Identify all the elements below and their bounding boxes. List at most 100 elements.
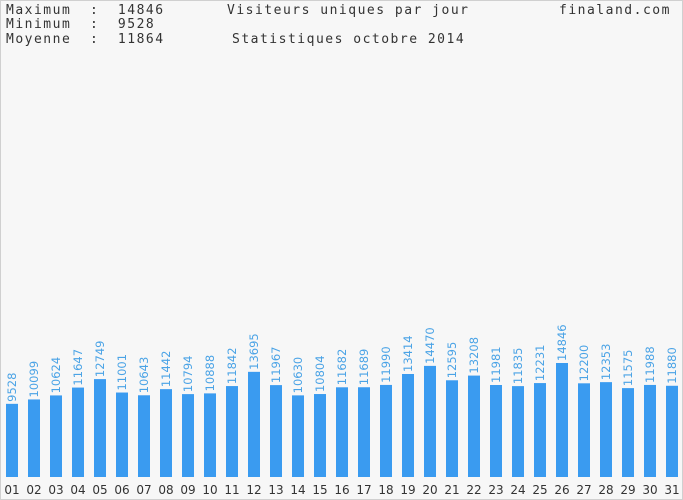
- x-tick-label-27: 27: [576, 483, 591, 497]
- bar-07: [138, 395, 150, 477]
- value-label-31: 11880: [665, 347, 679, 384]
- value-label-17: 11689: [357, 349, 371, 386]
- x-tick-label-19: 19: [400, 483, 415, 497]
- x-tick-label-28: 28: [598, 483, 613, 497]
- value-label-22: 13208: [467, 337, 481, 374]
- bar-27: [578, 383, 590, 477]
- x-tick-label-08: 08: [158, 483, 173, 497]
- x-tick-label-31: 31: [664, 483, 679, 497]
- value-label-23: 11981: [489, 346, 503, 383]
- bar-02: [28, 399, 40, 477]
- bar-08: [160, 389, 172, 477]
- bar-04: [72, 387, 84, 477]
- bar-10: [204, 393, 216, 477]
- x-tick-label-24: 24: [510, 483, 525, 497]
- x-tick-label-25: 25: [532, 483, 547, 497]
- bar-16: [336, 387, 348, 477]
- value-label-19: 13414: [401, 335, 415, 372]
- value-label-11: 11842: [225, 347, 239, 384]
- value-label-08: 11442: [159, 351, 173, 388]
- bar-25: [534, 383, 546, 477]
- bar-11: [226, 386, 238, 477]
- x-tick-label-07: 07: [136, 483, 151, 497]
- value-label-02: 10099: [27, 361, 41, 398]
- x-tick-label-12: 12: [246, 483, 261, 497]
- x-tick-label-29: 29: [620, 483, 635, 497]
- bar-26: [556, 363, 568, 477]
- x-tick-label-02: 02: [26, 483, 41, 497]
- value-label-26: 14846: [555, 324, 569, 361]
- value-label-16: 11682: [335, 349, 349, 386]
- value-label-18: 11990: [379, 346, 393, 383]
- bar-13: [270, 385, 282, 477]
- value-label-20: 14470: [423, 327, 437, 364]
- bar-23: [490, 384, 502, 477]
- x-tick-label-22: 22: [466, 483, 481, 497]
- x-tick-label-23: 23: [488, 483, 503, 497]
- bar-20: [424, 365, 436, 477]
- bar-30: [644, 384, 656, 477]
- bar-18: [380, 384, 392, 477]
- value-label-01: 9528: [5, 373, 19, 402]
- bar-22: [468, 375, 480, 477]
- x-tick-label-18: 18: [378, 483, 393, 497]
- bar-12: [248, 371, 260, 477]
- bar-17: [358, 387, 370, 477]
- bar-24: [512, 386, 524, 477]
- bar-31: [666, 385, 678, 477]
- value-label-24: 11835: [511, 348, 525, 385]
- value-label-27: 12200: [577, 345, 591, 382]
- value-label-30: 11988: [643, 346, 657, 383]
- x-tick-label-06: 06: [114, 483, 129, 497]
- x-tick-label-01: 01: [4, 483, 19, 497]
- x-tick-label-03: 03: [48, 483, 63, 497]
- bar-06: [116, 392, 128, 477]
- value-label-03: 10624: [49, 357, 63, 394]
- max-stat: Maximum : 14846: [6, 3, 165, 18]
- chart-subtitle: Statistiques octobre 2014: [232, 32, 466, 47]
- value-label-15: 10804: [313, 355, 327, 392]
- min-stat: Minimum : 9528: [6, 17, 156, 32]
- x-tick-label-04: 04: [70, 483, 85, 497]
- x-tick-label-11: 11: [224, 483, 239, 497]
- bar-14: [292, 395, 304, 477]
- x-tick-label-15: 15: [312, 483, 327, 497]
- value-label-14: 10630: [291, 357, 305, 394]
- x-tick-label-09: 09: [180, 483, 195, 497]
- bar-01: [6, 403, 18, 477]
- value-label-06: 11001: [115, 354, 129, 391]
- x-tick-label-26: 26: [554, 483, 569, 497]
- x-tick-label-20: 20: [422, 483, 437, 497]
- site-name: finaland.com: [559, 3, 671, 18]
- x-tick-label-13: 13: [268, 483, 283, 497]
- value-label-04: 11647: [71, 349, 85, 386]
- bar-21: [446, 380, 458, 477]
- bar-09: [182, 394, 194, 477]
- x-tick-label-16: 16: [334, 483, 349, 497]
- bar-28: [600, 382, 612, 477]
- x-tick-label-17: 17: [356, 483, 371, 497]
- value-label-12: 13695: [247, 333, 261, 370]
- value-label-29: 11575: [621, 350, 635, 387]
- bar-05: [94, 379, 106, 477]
- x-tick-label-14: 14: [290, 483, 305, 497]
- value-label-09: 10794: [181, 356, 195, 393]
- x-tick-label-10: 10: [202, 483, 217, 497]
- value-label-13: 11967: [269, 347, 283, 384]
- x-tick-label-30: 30: [642, 483, 657, 497]
- value-label-05: 12749: [93, 341, 107, 378]
- bar-19: [402, 373, 414, 477]
- x-tick-label-21: 21: [444, 483, 459, 497]
- value-label-10: 10888: [203, 355, 217, 392]
- bar-03: [50, 395, 62, 477]
- value-label-25: 12231: [533, 344, 547, 381]
- value-label-28: 12353: [599, 344, 613, 381]
- x-tick-label-05: 05: [92, 483, 107, 497]
- value-label-07: 10643: [137, 357, 151, 394]
- bar-29: [622, 388, 634, 477]
- avg-stat: Moyenne : 11864: [6, 32, 165, 47]
- bar-15: [314, 394, 326, 477]
- value-label-21: 12595: [445, 342, 459, 379]
- chart-title: Visiteurs uniques par jour: [227, 3, 470, 18]
